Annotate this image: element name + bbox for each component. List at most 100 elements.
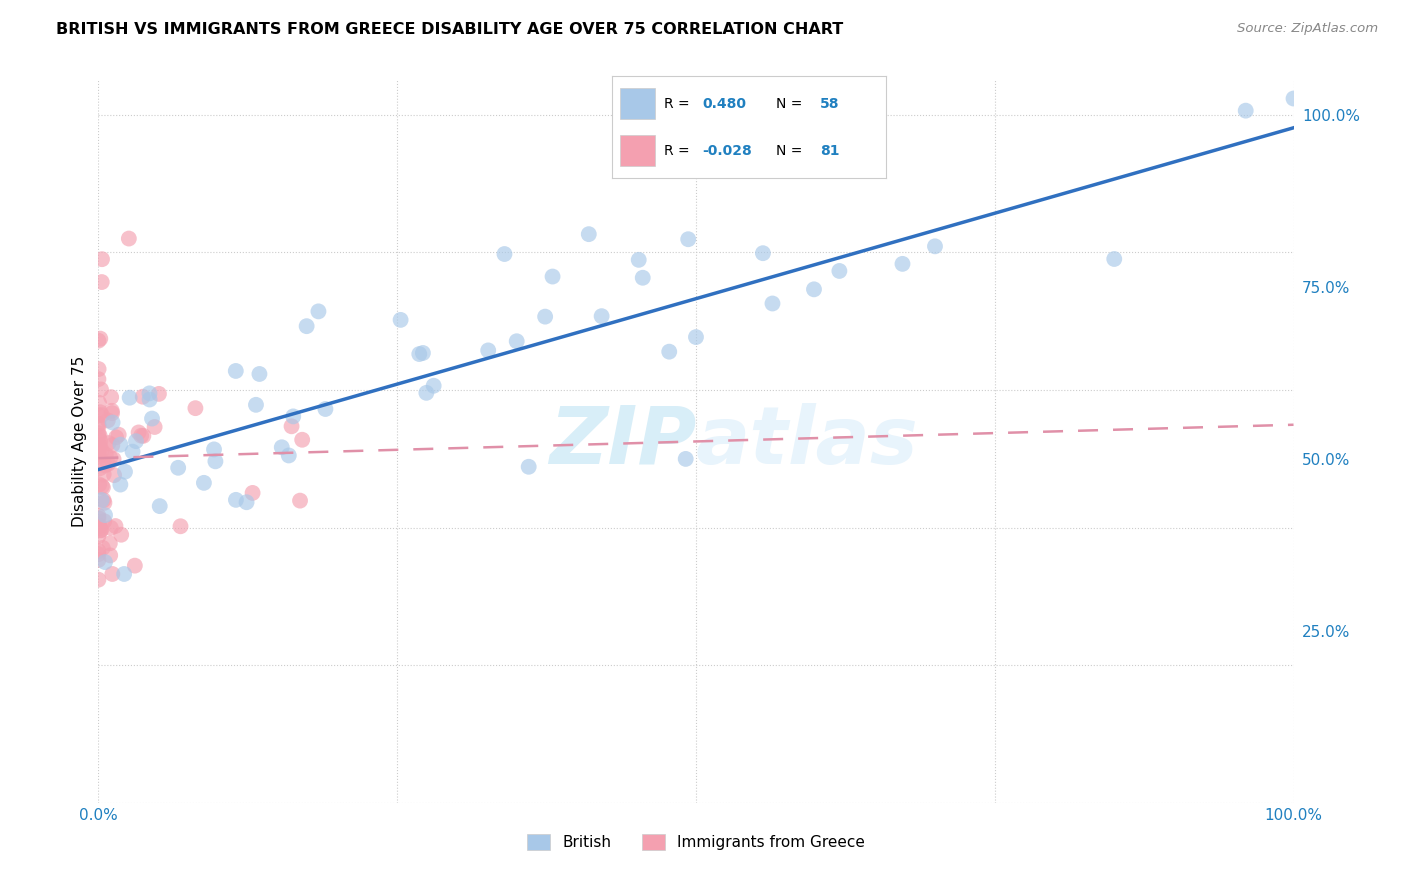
Point [167, 460, 190, 475]
Point [138, 386, 160, 401]
Point [87, 529, 110, 543]
Point [307, 304, 329, 318]
Text: N =: N = [776, 96, 803, 111]
Point [389, 313, 412, 327]
Point [193, 475, 215, 490]
Point [422, 378, 444, 392]
Point [107, 427, 129, 442]
Point [90, 443, 112, 458]
Point [89, 477, 111, 491]
Point [90, 479, 112, 493]
Point [87, 446, 110, 460]
FancyBboxPatch shape [620, 136, 655, 166]
Text: atlas: atlas [696, 402, 918, 481]
Point [101, 438, 124, 452]
Point [132, 390, 155, 404]
Point [110, 527, 132, 541]
Point [87, 444, 110, 458]
Point [477, 343, 499, 358]
Point [408, 347, 430, 361]
Point [1104, 252, 1126, 266]
Point [121, 444, 143, 458]
Point [87, 362, 110, 376]
Point [128, 425, 150, 440]
Point [124, 558, 146, 573]
Point [225, 364, 247, 378]
Point [94, 448, 117, 462]
Point [658, 344, 681, 359]
Point [627, 252, 650, 267]
Point [280, 419, 302, 434]
Y-axis label: Disability Age Over 75: Disability Age Over 75 [72, 356, 87, 527]
Point [89, 461, 111, 475]
Point [828, 264, 851, 278]
Point [149, 499, 172, 513]
Point [143, 420, 166, 434]
Point [138, 392, 160, 407]
Point [87, 429, 110, 443]
Point [169, 519, 191, 533]
FancyBboxPatch shape [620, 88, 655, 119]
Point [412, 346, 434, 360]
Point [204, 454, 226, 468]
Point [87, 573, 110, 587]
Point [103, 452, 125, 467]
Point [87, 445, 110, 459]
Point [87, 508, 110, 523]
Point [1234, 103, 1257, 118]
Text: 58: 58 [820, 96, 839, 111]
Point [506, 334, 529, 349]
Text: 0.480: 0.480 [702, 96, 747, 111]
Point [89, 332, 111, 346]
Point [90, 523, 112, 537]
Point [277, 449, 299, 463]
Point [94, 508, 117, 522]
Point [87, 544, 110, 558]
Point [112, 566, 135, 581]
Point [100, 521, 122, 535]
Point [91, 541, 114, 555]
Point [891, 257, 914, 271]
Point [101, 404, 124, 418]
Point [225, 492, 247, 507]
Text: 81: 81 [820, 144, 839, 158]
Point [148, 387, 170, 401]
Point [90, 524, 112, 538]
Point [91, 252, 114, 267]
Point [91, 481, 114, 495]
Point [591, 309, 613, 323]
Point [494, 247, 516, 261]
Point [125, 434, 148, 449]
Point [87, 417, 110, 431]
Point [129, 428, 152, 442]
Point [676, 232, 699, 246]
Text: -0.028: -0.028 [702, 144, 752, 158]
Point [752, 246, 775, 260]
Point [924, 239, 946, 253]
Text: ZIP: ZIP [548, 402, 696, 481]
Point [90, 408, 112, 422]
Point [118, 391, 141, 405]
Point [100, 390, 122, 404]
Point [90, 383, 112, 397]
Point [534, 310, 557, 324]
Point [288, 493, 311, 508]
Point [541, 269, 564, 284]
Point [87, 438, 110, 452]
Point [803, 282, 825, 296]
Legend: British, Immigrants from Greece: British, Immigrants from Greece [522, 829, 870, 856]
Point [249, 367, 271, 381]
Point [101, 416, 124, 430]
Point [87, 553, 110, 567]
Point [415, 385, 437, 400]
Point [87, 450, 110, 464]
Point [631, 270, 654, 285]
Point [97, 413, 120, 427]
Point [87, 396, 110, 410]
Point [675, 451, 697, 466]
Point [87, 372, 110, 386]
Text: R =: R = [664, 96, 689, 111]
Point [87, 426, 110, 441]
Point [578, 227, 600, 242]
Point [235, 495, 257, 509]
